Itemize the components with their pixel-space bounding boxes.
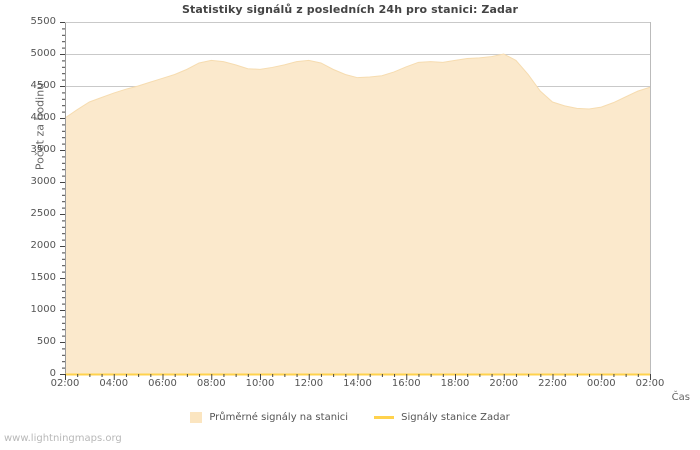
- x-tick-label: 16:00: [391, 378, 421, 389]
- y-tick-label: 0: [49, 368, 56, 379]
- x-axis-title: Čas: [671, 392, 690, 403]
- legend-item-station: Signály stanice Zadar: [374, 412, 510, 423]
- y-tick-label: 500: [36, 336, 56, 347]
- legend-label-station: Signály stanice Zadar: [401, 412, 510, 423]
- legend-item-average: Průměrné signály na stanici: [190, 412, 348, 423]
- legend-label-average: Průměrné signály na stanici: [209, 412, 349, 423]
- y-tick-label: 3000: [30, 176, 56, 187]
- chart-title: Statistiky signálů z posledních 24h pro …: [181, 3, 519, 16]
- watermark: www.lightningmaps.org: [4, 433, 122, 444]
- x-tick-label: 18:00: [440, 378, 470, 389]
- line-swatch-icon: [374, 416, 395, 419]
- x-tick-label: 22:00: [538, 378, 567, 389]
- x-tick-label: 14:00: [343, 378, 372, 389]
- x-tick-label: 20:00: [489, 378, 519, 389]
- y-tick-label: 4000: [30, 112, 56, 123]
- y-tick-label: 3500: [30, 144, 56, 155]
- y-tick-label: 1000: [30, 304, 56, 315]
- x-tick-label: 02:00: [635, 378, 665, 389]
- x-tick-label: 00:00: [586, 378, 616, 389]
- x-tick-label: 02:00: [50, 378, 80, 389]
- x-tick-label: 04:00: [99, 378, 129, 389]
- y-tick-label: 5000: [30, 48, 56, 59]
- chart-legend: Průměrné signály na stanici Signály stan…: [0, 412, 700, 423]
- y-tick-label: 1500: [30, 272, 56, 283]
- x-tick-label: 10:00: [245, 378, 275, 389]
- y-tick-label: 2500: [30, 208, 56, 219]
- y-tick-label: 2000: [30, 240, 56, 251]
- y-tick-label: 5500: [30, 16, 56, 27]
- x-tick-label: 08:00: [196, 378, 226, 389]
- x-tick-label: 12:00: [294, 378, 324, 389]
- y-tick-label: 4500: [30, 80, 56, 91]
- x-tick-label: 06:00: [148, 378, 177, 389]
- area-swatch-icon: [190, 412, 203, 423]
